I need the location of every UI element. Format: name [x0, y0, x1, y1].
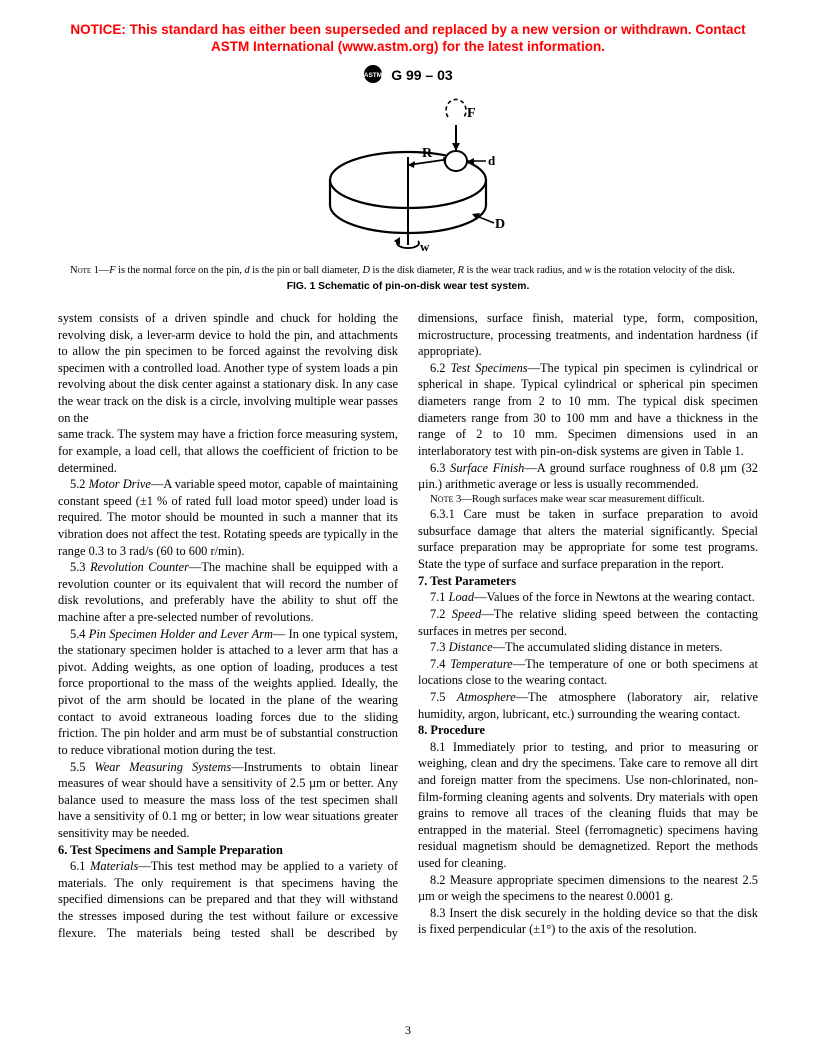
section-7-title: 7. Test Parameters: [418, 573, 758, 590]
para-6-2: 6.2 Test Specimens—The typical pin speci…: [418, 360, 758, 460]
section-6-title: 6. Test Specimens and Sample Preparation: [58, 842, 398, 859]
para-5-5: 5.5 Wear Measuring Systems—Instruments t…: [58, 759, 398, 842]
notice-banner: NOTICE: This standard has either been su…: [68, 22, 748, 56]
para-6-3: 6.3 Surface Finish—A ground surface roug…: [418, 460, 758, 493]
para-7-4: 7.4 Temperature—The temperature of one o…: [418, 656, 758, 689]
label-D: D: [495, 217, 505, 232]
para-7-5: 7.5 Atmosphere—The atmosphere (laborator…: [418, 689, 758, 722]
label-R: R: [422, 146, 433, 161]
para-7-1: 7.1 Load—Values of the force in Newtons …: [418, 589, 758, 606]
label-F: F: [467, 106, 476, 121]
label-w: w: [420, 239, 430, 254]
para-6-3-1: 6.3.1 Care must be taken in surface prep…: [418, 506, 758, 572]
para-8-1: 8.1 Immediately prior to testing, and pr…: [418, 739, 758, 872]
para-5-1-cont2: same track. The system may have a fricti…: [58, 426, 398, 476]
para-5-4: 5.4 Pin Specimen Holder and Lever Arm— I…: [58, 626, 398, 759]
section-8-title: 8. Procedure: [418, 722, 758, 739]
astm-logo-icon: ASTM: [363, 64, 383, 89]
para-5-1-cont: system consists of a driven spindle and …: [58, 310, 398, 426]
figure-note: Note 1—F is the normal force on the pin,…: [58, 264, 758, 278]
para-8-2: 8.2 Measure appropriate specimen dimensi…: [418, 872, 758, 905]
body-columns: system consists of a driven spindle and …: [58, 310, 758, 941]
para-8-3: 8.3 Insert the disk securely in the hold…: [418, 905, 758, 938]
para-7-3: 7.3 Distance—The accumulated sliding dis…: [418, 639, 758, 656]
figure-caption: FIG. 1 Schematic of pin-on-disk wear tes…: [58, 280, 758, 294]
para-7-2: 7.2 Speed—The relative sliding speed bet…: [418, 606, 758, 639]
note-3: Note 3—Rough surfaces make wear scar mea…: [418, 493, 758, 506]
figure-1: w R d F D: [58, 95, 758, 260]
para-5-2: 5.2 Motor Drive—A variable speed motor, …: [58, 476, 398, 559]
svg-text:ASTM: ASTM: [364, 72, 382, 79]
label-d: d: [488, 153, 496, 168]
document-header: ASTM G 99 – 03: [58, 64, 758, 89]
document-id: G 99 – 03: [391, 67, 453, 83]
page-number: 3: [0, 1022, 816, 1038]
para-5-3: 5.3 Revolution Counter—The machine shall…: [58, 559, 398, 625]
